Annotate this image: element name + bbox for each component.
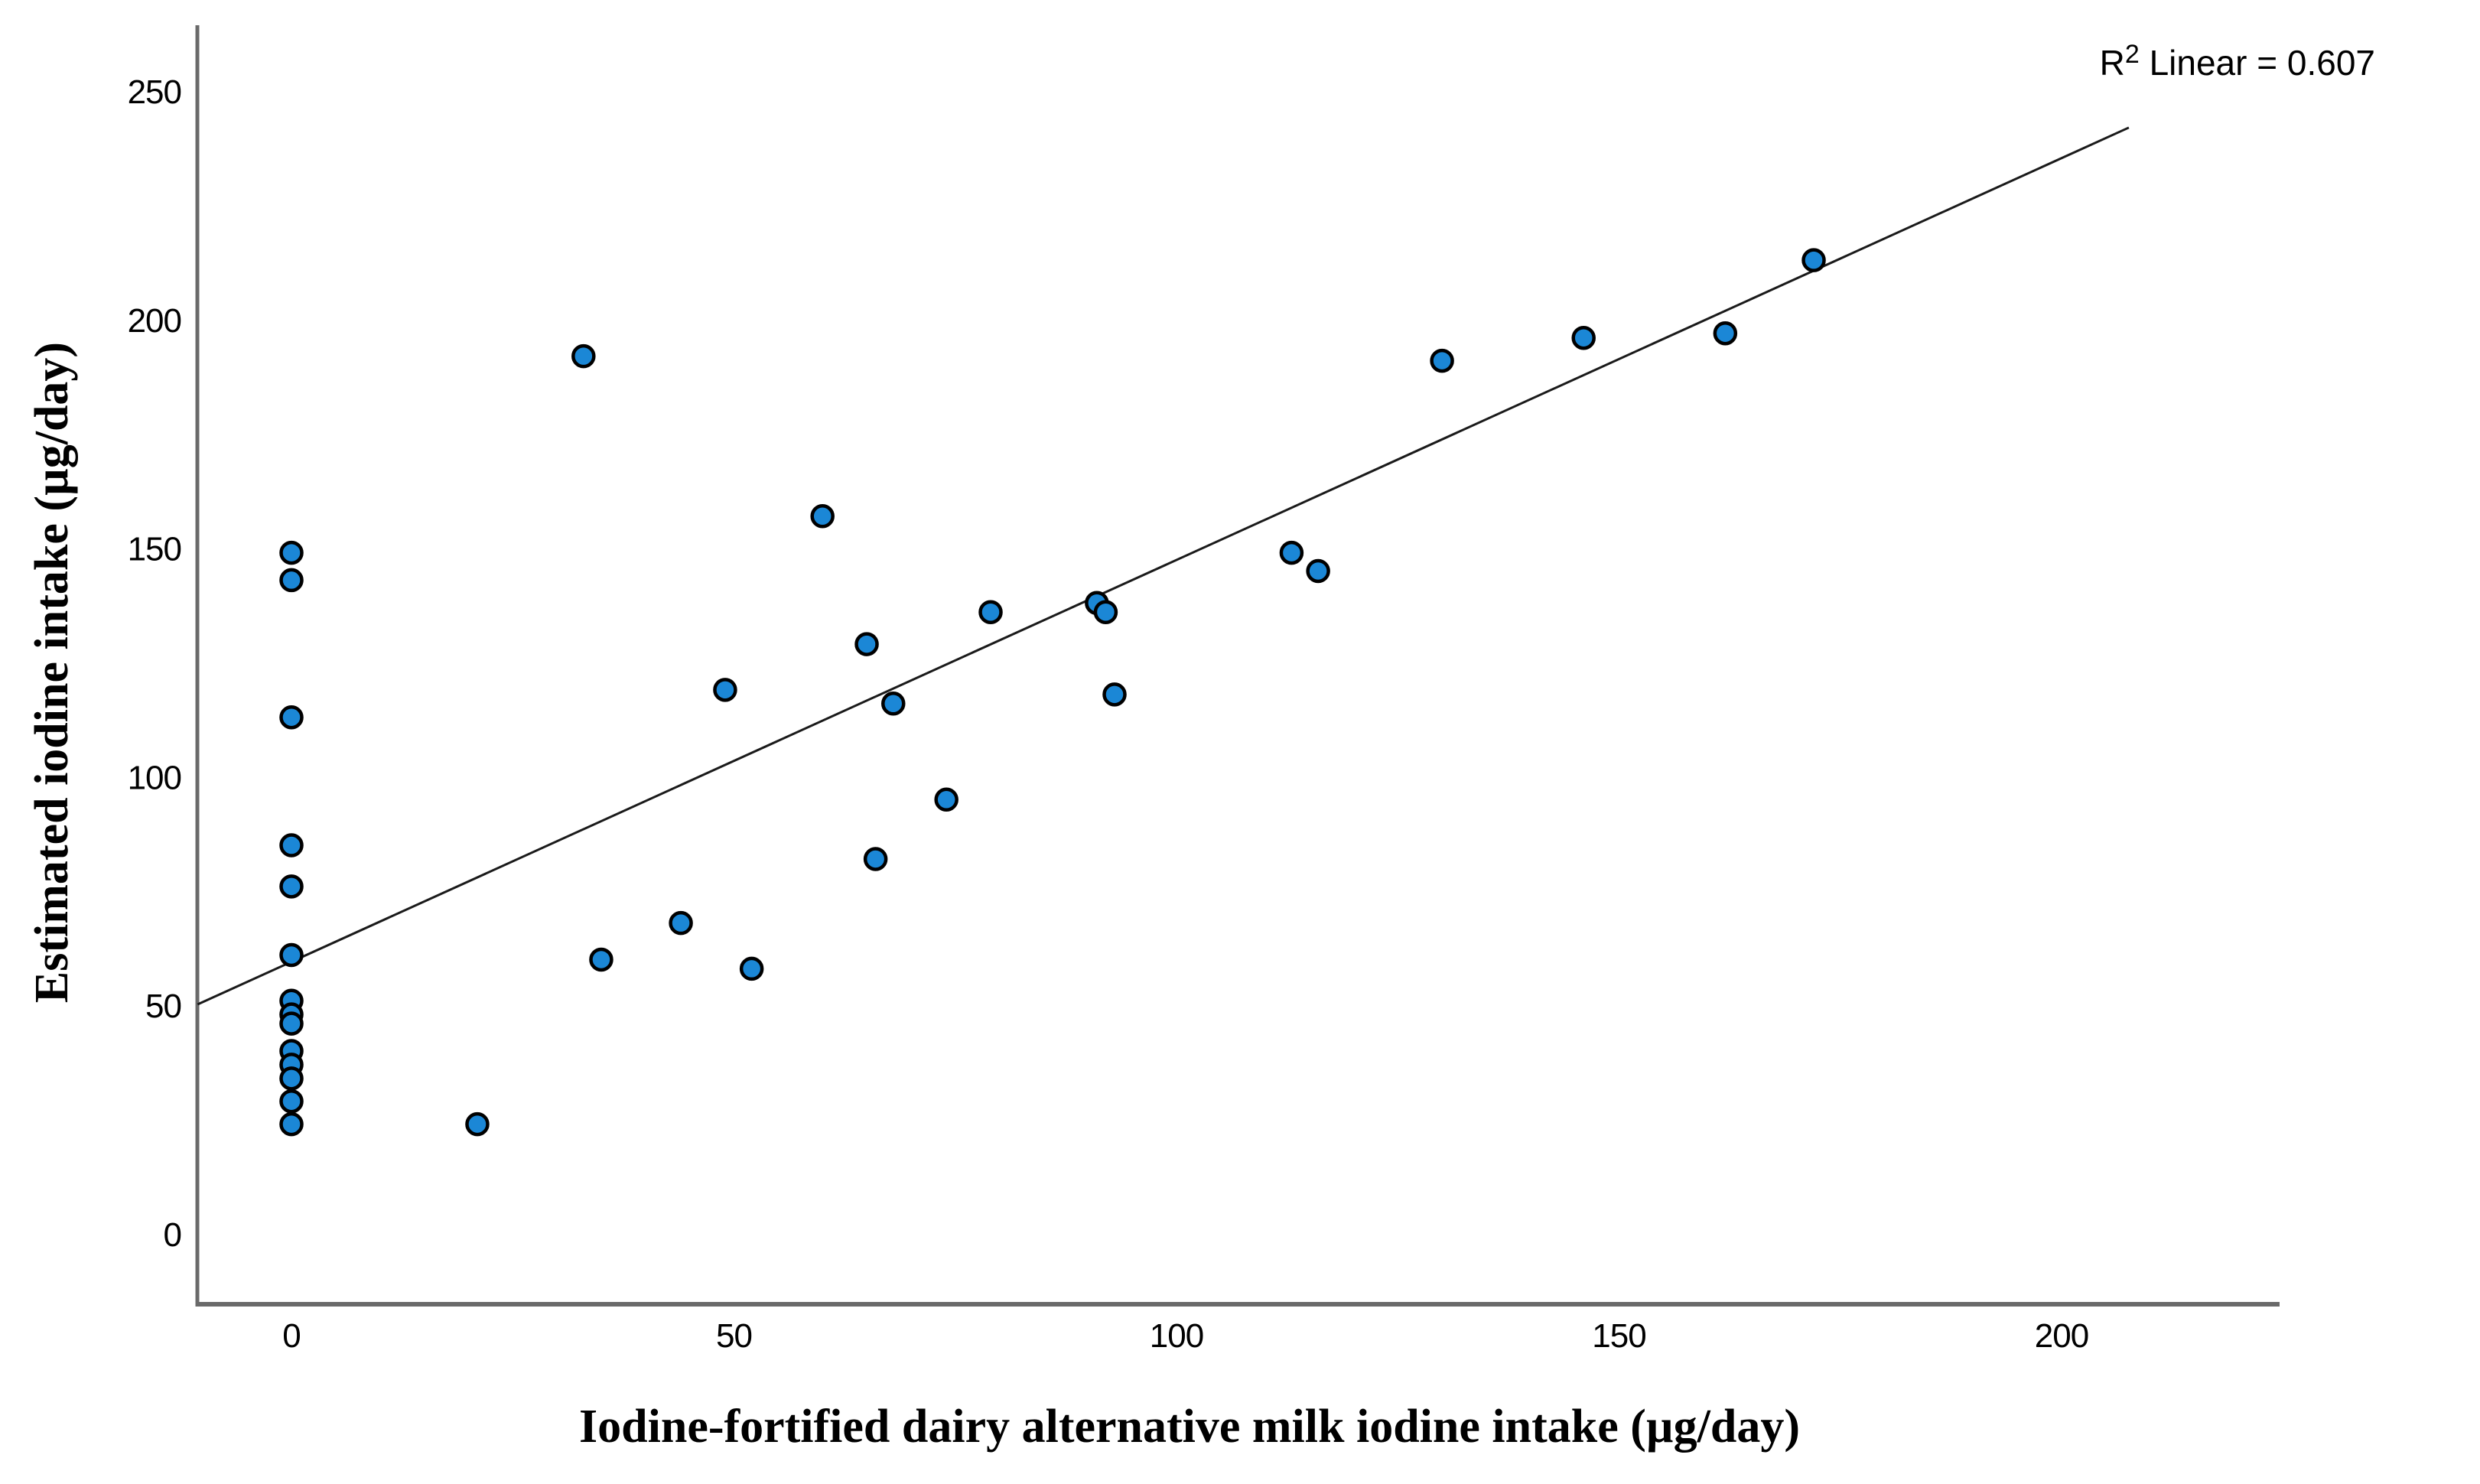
y-axis-title: Estimated iodine intake (µg/day) <box>26 342 78 1003</box>
data-point <box>465 1111 490 1137</box>
data-point <box>279 705 304 730</box>
data-point <box>1801 248 1826 272</box>
x-tick-label: 100 <box>1150 1317 1203 1355</box>
data-point <box>978 600 1003 625</box>
y-tick-label: 150 <box>128 531 181 568</box>
x-tick-label: 50 <box>716 1317 752 1355</box>
data-point <box>863 847 888 871</box>
x-axis-title: Iodine-fortified dairy alternative milk … <box>579 1401 1800 1453</box>
r2-superscript: 2 <box>2125 40 2140 69</box>
data-point <box>1571 325 1596 350</box>
data-point <box>669 910 693 936</box>
data-point <box>810 504 835 529</box>
y-tick-label: 50 <box>145 988 181 1025</box>
r2-base: R <box>2100 43 2125 83</box>
data-point <box>279 1089 304 1114</box>
y-tick-label: 0 <box>164 1216 181 1254</box>
data-point <box>739 956 764 981</box>
data-point <box>1713 321 1738 346</box>
scatter-points <box>279 248 1826 1137</box>
data-point <box>589 947 613 972</box>
data-point <box>279 833 304 858</box>
data-point <box>279 568 304 593</box>
data-point <box>1102 682 1127 707</box>
data-point <box>279 1111 304 1137</box>
data-point <box>279 942 304 968</box>
y-tick-label: 200 <box>128 302 181 340</box>
y-axis-tick-labels: 0 50 100 150 200 250 <box>128 73 182 1254</box>
data-point <box>713 678 737 702</box>
data-point <box>1430 348 1454 373</box>
x-axis-tick-labels: 0 50 100 150 200 <box>282 1317 2089 1355</box>
regression-line <box>197 126 2130 1006</box>
data-point <box>1279 540 1304 565</box>
y-tick-label: 100 <box>128 759 181 796</box>
r2-rest: Linear = 0.607 <box>2140 43 2375 83</box>
x-tick-label: 200 <box>2035 1317 2088 1355</box>
y-tick-label: 250 <box>128 73 181 111</box>
x-tick-label: 150 <box>1592 1317 1645 1355</box>
data-point <box>881 692 906 716</box>
data-point <box>279 1066 304 1091</box>
data-point <box>571 343 596 369</box>
x-tick-label: 0 <box>282 1317 300 1355</box>
data-point <box>934 787 958 812</box>
data-point <box>279 1011 304 1036</box>
r-squared-annotation: R2 Linear = 0.607 <box>2100 40 2375 83</box>
data-point <box>279 874 304 899</box>
data-point <box>1093 600 1118 625</box>
data-point <box>1306 558 1330 584</box>
data-point <box>279 540 304 565</box>
data-point <box>854 632 879 656</box>
